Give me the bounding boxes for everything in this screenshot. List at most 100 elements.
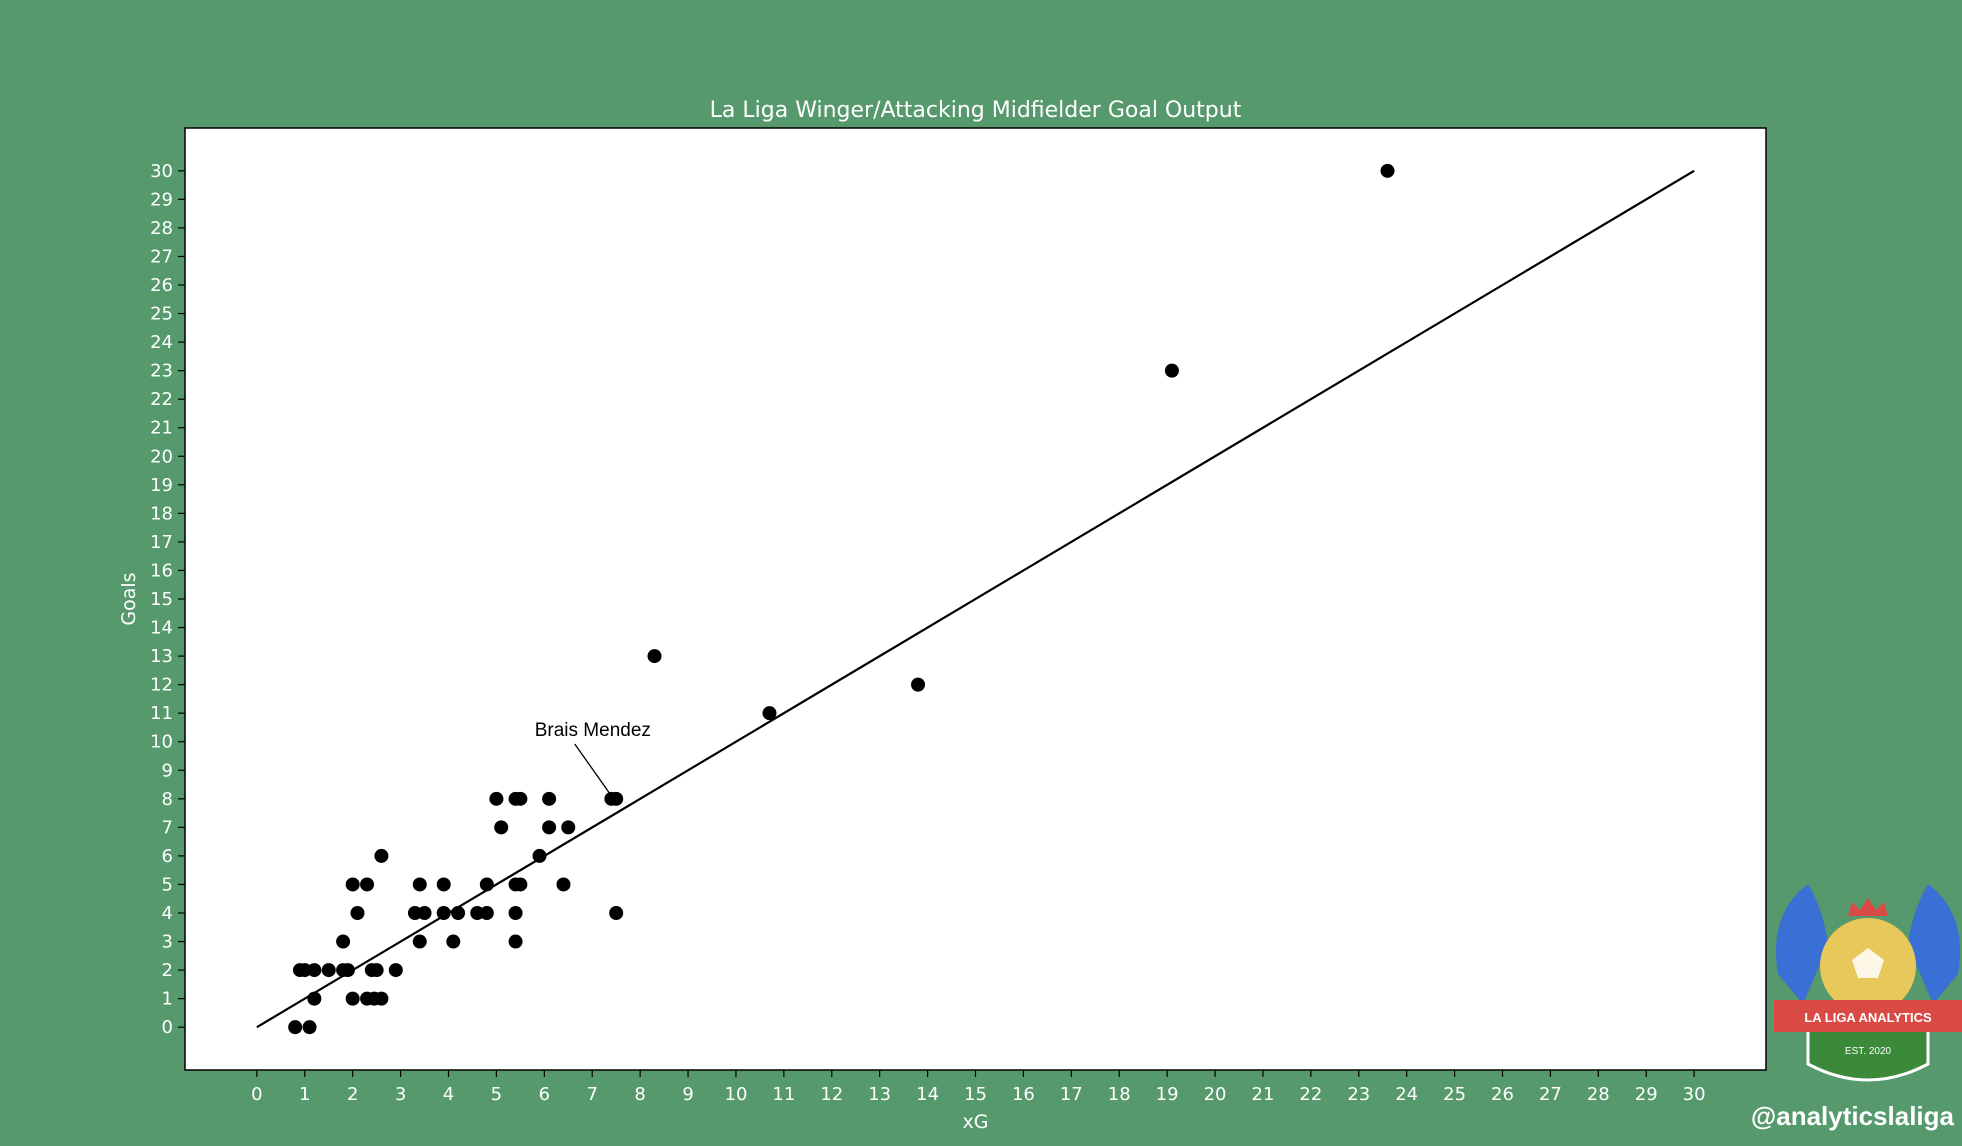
x-tick-label: 28: [1587, 1084, 1610, 1105]
y-tick-label: 21: [150, 418, 173, 439]
data-point: [494, 820, 509, 835]
x-tick-label: 0: [251, 1084, 262, 1105]
x-tick-label: 14: [916, 1084, 939, 1105]
data-point: [374, 848, 389, 863]
x-tick-label: 12: [820, 1084, 843, 1105]
data-point: [1164, 363, 1179, 378]
y-tick-label: 26: [150, 275, 173, 296]
y-tick-label: 5: [162, 874, 173, 895]
y-axis-label: Goals: [118, 572, 140, 625]
y-tick-label: 20: [150, 446, 173, 467]
x-tick-label: 19: [1156, 1084, 1179, 1105]
y-tick-label: 10: [150, 732, 173, 753]
x-tick-label: 25: [1443, 1084, 1466, 1105]
data-point: [911, 677, 926, 692]
y-tick-label: 27: [150, 246, 173, 267]
x-tick-label: 26: [1491, 1084, 1514, 1105]
data-point: [307, 963, 322, 978]
x-tick-label: 3: [395, 1084, 406, 1105]
data-point: [542, 791, 557, 806]
x-tick-label: 30: [1683, 1084, 1706, 1105]
annotation-arrow: [574, 743, 612, 797]
data-point: [288, 1020, 303, 1035]
data-point: [647, 649, 662, 664]
data-point: [609, 791, 624, 806]
y-tick-label: 4: [162, 903, 173, 924]
data-point: [556, 877, 571, 892]
y-tick-label: 28: [150, 218, 173, 239]
crown-icon: [1848, 898, 1888, 916]
y-tick-label: 13: [150, 646, 173, 667]
data-point: [609, 906, 624, 920]
data-point: [508, 906, 523, 920]
la-liga-analytics-logo: LA LIGA ANALYTICS EST. 2020: [1774, 884, 1962, 1082]
y-tick-label: 23: [150, 361, 173, 382]
y-tick-label: 15: [150, 589, 173, 610]
x-tick-label: 4: [443, 1084, 454, 1105]
data-point: [407, 906, 422, 920]
data-point: [417, 906, 432, 920]
y-tick-label: 16: [150, 560, 173, 581]
data-point: [388, 963, 403, 978]
logo-banner: [1774, 1000, 1962, 1032]
data-point: [345, 991, 360, 1006]
y-axis-ticks: 0123456789101112131415161718192021222324…: [150, 161, 185, 1038]
y-tick-label: 3: [162, 932, 173, 953]
x-axis-ticks: 0 1 2 3 4 5 6 7 8 9 10 11 12 13 14 15 16 17 18 19 20 21 22 23 24…: [251, 1070, 1706, 1105]
y-tick-label: 12: [150, 675, 173, 696]
x-tick-label: 21: [1252, 1084, 1275, 1105]
data-point: [297, 963, 312, 978]
data-point: [336, 934, 351, 949]
y-tick-label: 17: [150, 532, 173, 553]
x-tick-label: 7: [587, 1084, 598, 1105]
x-tick-label: 22: [1299, 1084, 1322, 1105]
data-point: [513, 877, 528, 892]
data-point: [436, 877, 451, 892]
data-point: [340, 963, 355, 978]
data-point: [542, 820, 557, 835]
logo-est-text: EST. 2020: [1845, 1046, 1892, 1057]
x-tick-label: 6: [539, 1084, 550, 1105]
y-tick-label: 18: [150, 503, 173, 524]
y-tick-label: 7: [162, 817, 173, 838]
x-tick-label: 9: [682, 1084, 693, 1105]
data-point: [302, 1020, 317, 1035]
data-point: [350, 906, 365, 920]
y-tick-label: 2: [162, 960, 173, 981]
y-tick-label: 11: [150, 703, 173, 724]
y-tick-label: 8: [162, 789, 173, 810]
data-point: [561, 820, 576, 835]
x-tick-label: 16: [1012, 1084, 1035, 1105]
x-tick-label: 5: [491, 1084, 502, 1105]
logo-banner-text: LA LIGA ANALYTICS: [1804, 1010, 1932, 1025]
y-tick-label: 0: [162, 1017, 173, 1038]
data-point: [360, 877, 375, 892]
x-tick-label: 15: [964, 1084, 987, 1105]
y-tick-label: 24: [150, 332, 173, 353]
y-tick-label: 1: [162, 989, 173, 1010]
y-tick-label: 29: [150, 189, 173, 210]
shield-icon: [1806, 1020, 1930, 1082]
data-point: [470, 906, 485, 920]
wing-icon: [1776, 884, 1960, 1004]
y-tick-label: 6: [162, 846, 173, 867]
x-tick-label: 24: [1395, 1084, 1418, 1105]
x-tick-label: 2: [347, 1084, 358, 1105]
y-tick-label: 19: [150, 475, 173, 496]
x-tick-label: 17: [1060, 1084, 1083, 1105]
data-point: [436, 906, 451, 920]
x-tick-label: 20: [1204, 1084, 1227, 1105]
x-tick-label: 13: [868, 1084, 891, 1105]
y-tick-label: 30: [150, 161, 173, 182]
data-point: [1380, 163, 1395, 178]
data-point: [446, 934, 461, 949]
data-point: [412, 934, 427, 949]
annotation-label: Brais Mendez: [535, 720, 651, 741]
x-tick-label: 29: [1635, 1084, 1658, 1105]
data-point: [307, 991, 322, 1006]
data-point: [479, 877, 494, 892]
x-tick-label: 10: [725, 1084, 748, 1105]
x-tick-label: 1: [299, 1084, 310, 1105]
x-tick-label: 23: [1347, 1084, 1370, 1105]
